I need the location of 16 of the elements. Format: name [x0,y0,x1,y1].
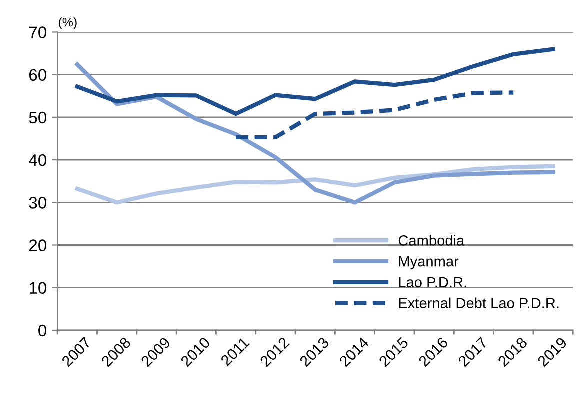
y-tick-label: 0 [38,324,47,337]
y-axis-title: (%) [58,18,77,30]
y-tick-label: 60 [29,69,47,82]
line-series [75,164,556,205]
line-series [75,47,556,116]
y-tick-label: 70 [30,26,47,38]
y-tick-label: 20 [29,240,47,252]
legend-label: Cambodia [398,235,465,246]
line-series [75,62,556,205]
y-tick-label: 50 [29,112,47,124]
y-tick-label: 10 [30,282,47,294]
legend-label: Myanmar [399,256,459,270]
y-tick-label: 30 [29,197,47,209]
legend-label: Lao P.D.R. [399,277,466,288]
legend-label: External Debt Lao P.D.R. [399,298,559,308]
y-tick-label: 40 [29,154,47,166]
